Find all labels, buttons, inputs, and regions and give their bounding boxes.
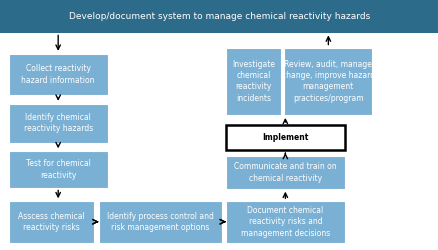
Text: Document chemical
reactivity risks and
management decisions: Document chemical reactivity risks and m… <box>240 206 329 238</box>
FancyBboxPatch shape <box>226 201 344 242</box>
Text: Investigate
chemical
reactivity
incidents: Investigate chemical reactivity incident… <box>232 60 274 103</box>
Text: Develop/document system to manage chemical reactivity hazards: Develop/document system to manage chemic… <box>69 12 369 21</box>
FancyBboxPatch shape <box>9 201 94 242</box>
Text: Test for chemical
reactivity: Test for chemical reactivity <box>26 159 90 180</box>
Text: Identify process control and
risk management options: Identify process control and risk manage… <box>106 212 213 232</box>
FancyBboxPatch shape <box>226 156 344 189</box>
FancyBboxPatch shape <box>0 0 438 32</box>
Text: Asscess chemical
reactivity risks: Asscess chemical reactivity risks <box>18 212 85 232</box>
Text: Communicate and train on
chemical reactivity: Communicate and train on chemical reacti… <box>233 162 336 183</box>
FancyBboxPatch shape <box>226 48 280 115</box>
Text: Implement: Implement <box>261 133 308 142</box>
Text: Identify chemical
reactivity hazards: Identify chemical reactivity hazards <box>24 113 92 133</box>
FancyBboxPatch shape <box>9 151 107 188</box>
FancyBboxPatch shape <box>9 54 107 95</box>
FancyBboxPatch shape <box>9 104 107 142</box>
Text: Collect reactivity
hazard information: Collect reactivity hazard information <box>21 64 95 84</box>
Text: Review, audit, manage
change, improve hazard
management
practices/program: Review, audit, manage change, improve ha… <box>281 60 374 103</box>
FancyBboxPatch shape <box>99 201 221 242</box>
FancyBboxPatch shape <box>284 48 371 115</box>
FancyBboxPatch shape <box>226 125 344 150</box>
